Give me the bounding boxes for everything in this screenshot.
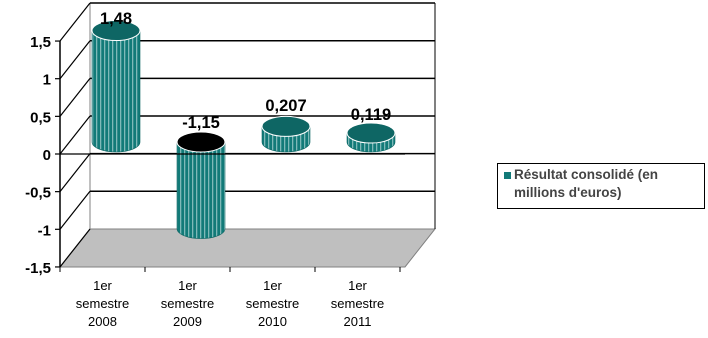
data-label: -1,15 — [182, 114, 220, 132]
legend-label: Résultat consolidé (en millions d'euros) — [514, 167, 659, 200]
y-tick-label: 0 — [43, 147, 51, 164]
x-category-label: semestre — [161, 296, 214, 311]
gridline-side — [59, 228, 91, 268]
bar-body — [176, 141, 226, 239]
bar — [91, 20, 141, 153]
x-category-label: 2011 — [344, 314, 372, 329]
bar — [176, 131, 226, 239]
bar-top — [261, 115, 311, 137]
gridline-side — [59, 115, 91, 155]
y-tick-label: -0,5 — [25, 185, 51, 202]
gridline-side — [59, 40, 91, 80]
bar-top — [91, 20, 141, 42]
data-label: 1,48 — [100, 10, 132, 28]
y-tick-label: 1,5 — [30, 34, 51, 51]
x-category-label: 1er — [93, 278, 112, 293]
gridline-side — [59, 153, 91, 193]
x-category-label: semestre — [246, 296, 299, 311]
bar — [346, 122, 396, 153]
bar-top — [176, 131, 226, 153]
y-tick-label: 0,5 — [30, 109, 51, 126]
gridline-side — [59, 2, 91, 42]
x-category-label: semestre — [331, 296, 384, 311]
bar — [261, 115, 311, 153]
x-category-label: 2010 — [258, 314, 287, 329]
legend-swatch — [504, 172, 511, 179]
y-tick-label: -1,5 — [25, 260, 51, 277]
x-category-label: 1er — [263, 278, 282, 293]
gridline-side — [59, 77, 91, 117]
data-label: 0,207 — [265, 97, 306, 115]
bar-top — [346, 122, 396, 144]
legend: Résultat consolidé (en millions d'euros) — [497, 163, 705, 209]
bar-body — [91, 30, 141, 153]
gridline-side — [59, 190, 91, 230]
x-category-label: 2009 — [173, 314, 202, 329]
chart-floor — [58, 228, 437, 268]
x-category-label: 2008 — [88, 314, 117, 329]
y-tick-label: -1 — [38, 222, 51, 239]
x-category-label: semestre — [76, 296, 129, 311]
y-tick-label: 1 — [43, 72, 51, 89]
x-category-label: 1er — [348, 278, 367, 293]
x-category-label: 1er — [178, 278, 197, 293]
data-label: 0,119 — [351, 106, 391, 124]
